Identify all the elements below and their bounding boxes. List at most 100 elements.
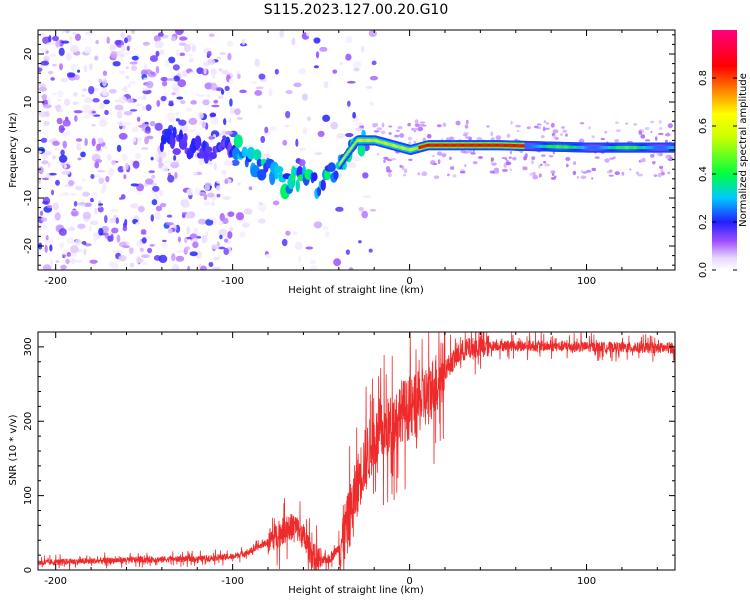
spectrogram-noise-blob (195, 93, 199, 96)
spectrogram-noise-blob (143, 64, 148, 70)
spectrogram-noise-blob (110, 233, 114, 242)
spectrogram-noise-blob (66, 251, 72, 257)
spectrogram-noise-blob (403, 168, 408, 174)
spectrogram-noise-blob (241, 38, 246, 46)
spectrogram-noise-blob (118, 132, 128, 140)
spectrogram-noise-blob (264, 126, 269, 134)
spectrogram-noise-blob (68, 226, 76, 232)
spectrogram-noise-blob (467, 150, 473, 154)
spectrogram-noise-blob (279, 30, 285, 38)
spectrogram-noise-blob (38, 86, 48, 92)
spectrogram-noise-blob (550, 177, 557, 180)
spectrogram-band-core (673, 146, 675, 150)
spectrogram-noise-blob (390, 157, 397, 161)
spectrogram-noise-blob (292, 230, 298, 236)
spectrogram-noise-blob (258, 73, 266, 80)
spectrogram-noise-blob (55, 179, 60, 186)
spectrogram-noise-blob (324, 230, 330, 238)
spectrogram-noise-blob (65, 52, 72, 61)
spectrogram-noise-blob (352, 156, 361, 162)
spectrogram-noise-blob (204, 182, 212, 187)
spectrogram-noise-blob (305, 30, 310, 37)
spectrogram-noise-blob (102, 70, 108, 76)
spectrogram-noise-blob (172, 83, 178, 91)
spectrogram-noise-blob (412, 127, 419, 131)
snr-x-tick-label: -100 (221, 576, 244, 587)
spectrogram-noise-blob (55, 260, 60, 263)
spectrogram-noise-blob (70, 253, 78, 257)
spectrogram-noise-blob (165, 59, 170, 68)
spectrogram-ridge-blob (327, 162, 336, 172)
spectrogram-noise-blob (604, 158, 610, 163)
spectrogram-noise-blob (178, 52, 186, 57)
spectrogram-noise-blob (217, 254, 222, 258)
spectrogram-noise-blob (449, 166, 455, 170)
spectrogram-noise-blob (104, 109, 109, 116)
spectrogram-noise-blob (107, 154, 112, 161)
spectrogram-noise-blob (48, 70, 54, 75)
spectrogram-noise-blob (118, 96, 127, 104)
spectrogram-noise-blob (572, 170, 577, 176)
spectrogram-noise-blob (319, 46, 328, 52)
spectrogram-noise-blob (183, 237, 188, 244)
spectrogram-noise-blob (224, 178, 229, 185)
spectrogram-noise-blob (56, 117, 63, 125)
spectrogram-ridge-blob (194, 135, 202, 149)
spectrogram-noise-blob (99, 102, 105, 110)
spectrogram-noise-blob (650, 154, 655, 158)
snr-y-label: SNR (10 * v/v) (8, 414, 19, 485)
spectrogram-noise-blob (388, 131, 392, 136)
spectrogram-noise-blob (243, 208, 253, 215)
spectrogram-noise-blob (205, 231, 209, 237)
spectrogram-ridge-blob (246, 146, 256, 160)
spectrogram-noise-blob (208, 161, 213, 165)
spectrogram-noise-blob (339, 62, 344, 65)
spectrogram-noise-blob (67, 180, 75, 186)
spectrogram-noise-blob (203, 193, 208, 201)
spectrogram-noise-blob (442, 122, 447, 127)
spectrogram-noise-blob (299, 147, 306, 151)
spectrogram-noise-blob (433, 175, 440, 179)
spectrogram-noise-blob (123, 121, 132, 126)
spectrogram-noise-blob (189, 41, 194, 46)
spectrogram-noise-blob (45, 151, 52, 156)
spectrogram-noise-blob (80, 151, 86, 158)
spectrogram-noise-blob (171, 264, 180, 270)
spectrogram-noise-blob (552, 129, 559, 134)
spectrogram-noise-blob (441, 153, 447, 158)
spectrogram-noise-blob (417, 126, 424, 132)
spectrogram-noise-blob (143, 77, 149, 81)
spectrogram-noise-blob (524, 166, 528, 171)
spectrogram-ridge-blob (253, 149, 262, 161)
spectrogram-noise-blob (470, 152, 476, 155)
spectrogram-noise-blob (83, 114, 91, 119)
spectrogram-noise-blob (41, 160, 49, 165)
spectrogram-noise-blob (140, 69, 148, 76)
spectrogram-noise-blob (137, 257, 144, 263)
spectrogram-noise-blob (177, 236, 182, 243)
spectrogram-noise-blob (337, 171, 343, 179)
spectrogram-noise-blob (171, 36, 177, 42)
spectrogram-noise-blob (42, 103, 52, 109)
spectrogram-noise-blob (61, 30, 65, 33)
spectrogram-noise-blob (251, 80, 258, 85)
spectrogram-noise-blob (70, 192, 77, 196)
spectrogram-noise-blob (74, 185, 83, 191)
spectrogram-noise-blob (419, 123, 425, 127)
spectrogram-noise-blob (190, 100, 197, 105)
snr-x-tick-label: 0 (406, 576, 412, 587)
spectrogram-noise-blob (115, 217, 119, 224)
spectrogram-noise-blob (91, 110, 96, 114)
spectrogram-noise-blob (154, 153, 160, 162)
spectrogram-noise-blob (306, 116, 311, 122)
spectrogram-noise-blob (407, 136, 413, 141)
spectrogram-ridge-blob (256, 158, 263, 167)
spectrogram-noise-blob (53, 147, 61, 151)
spectrogram-noise-blob (40, 60, 50, 66)
spectrogram-noise-blob (202, 201, 211, 206)
spectrogram-noise-blob (210, 140, 214, 144)
spectrogram-noise-blob (189, 251, 198, 257)
spectrogram-noise-blob (100, 188, 106, 194)
spectrogram-ridge-blob (311, 172, 318, 182)
spectrogram-noise-blob (163, 160, 172, 164)
